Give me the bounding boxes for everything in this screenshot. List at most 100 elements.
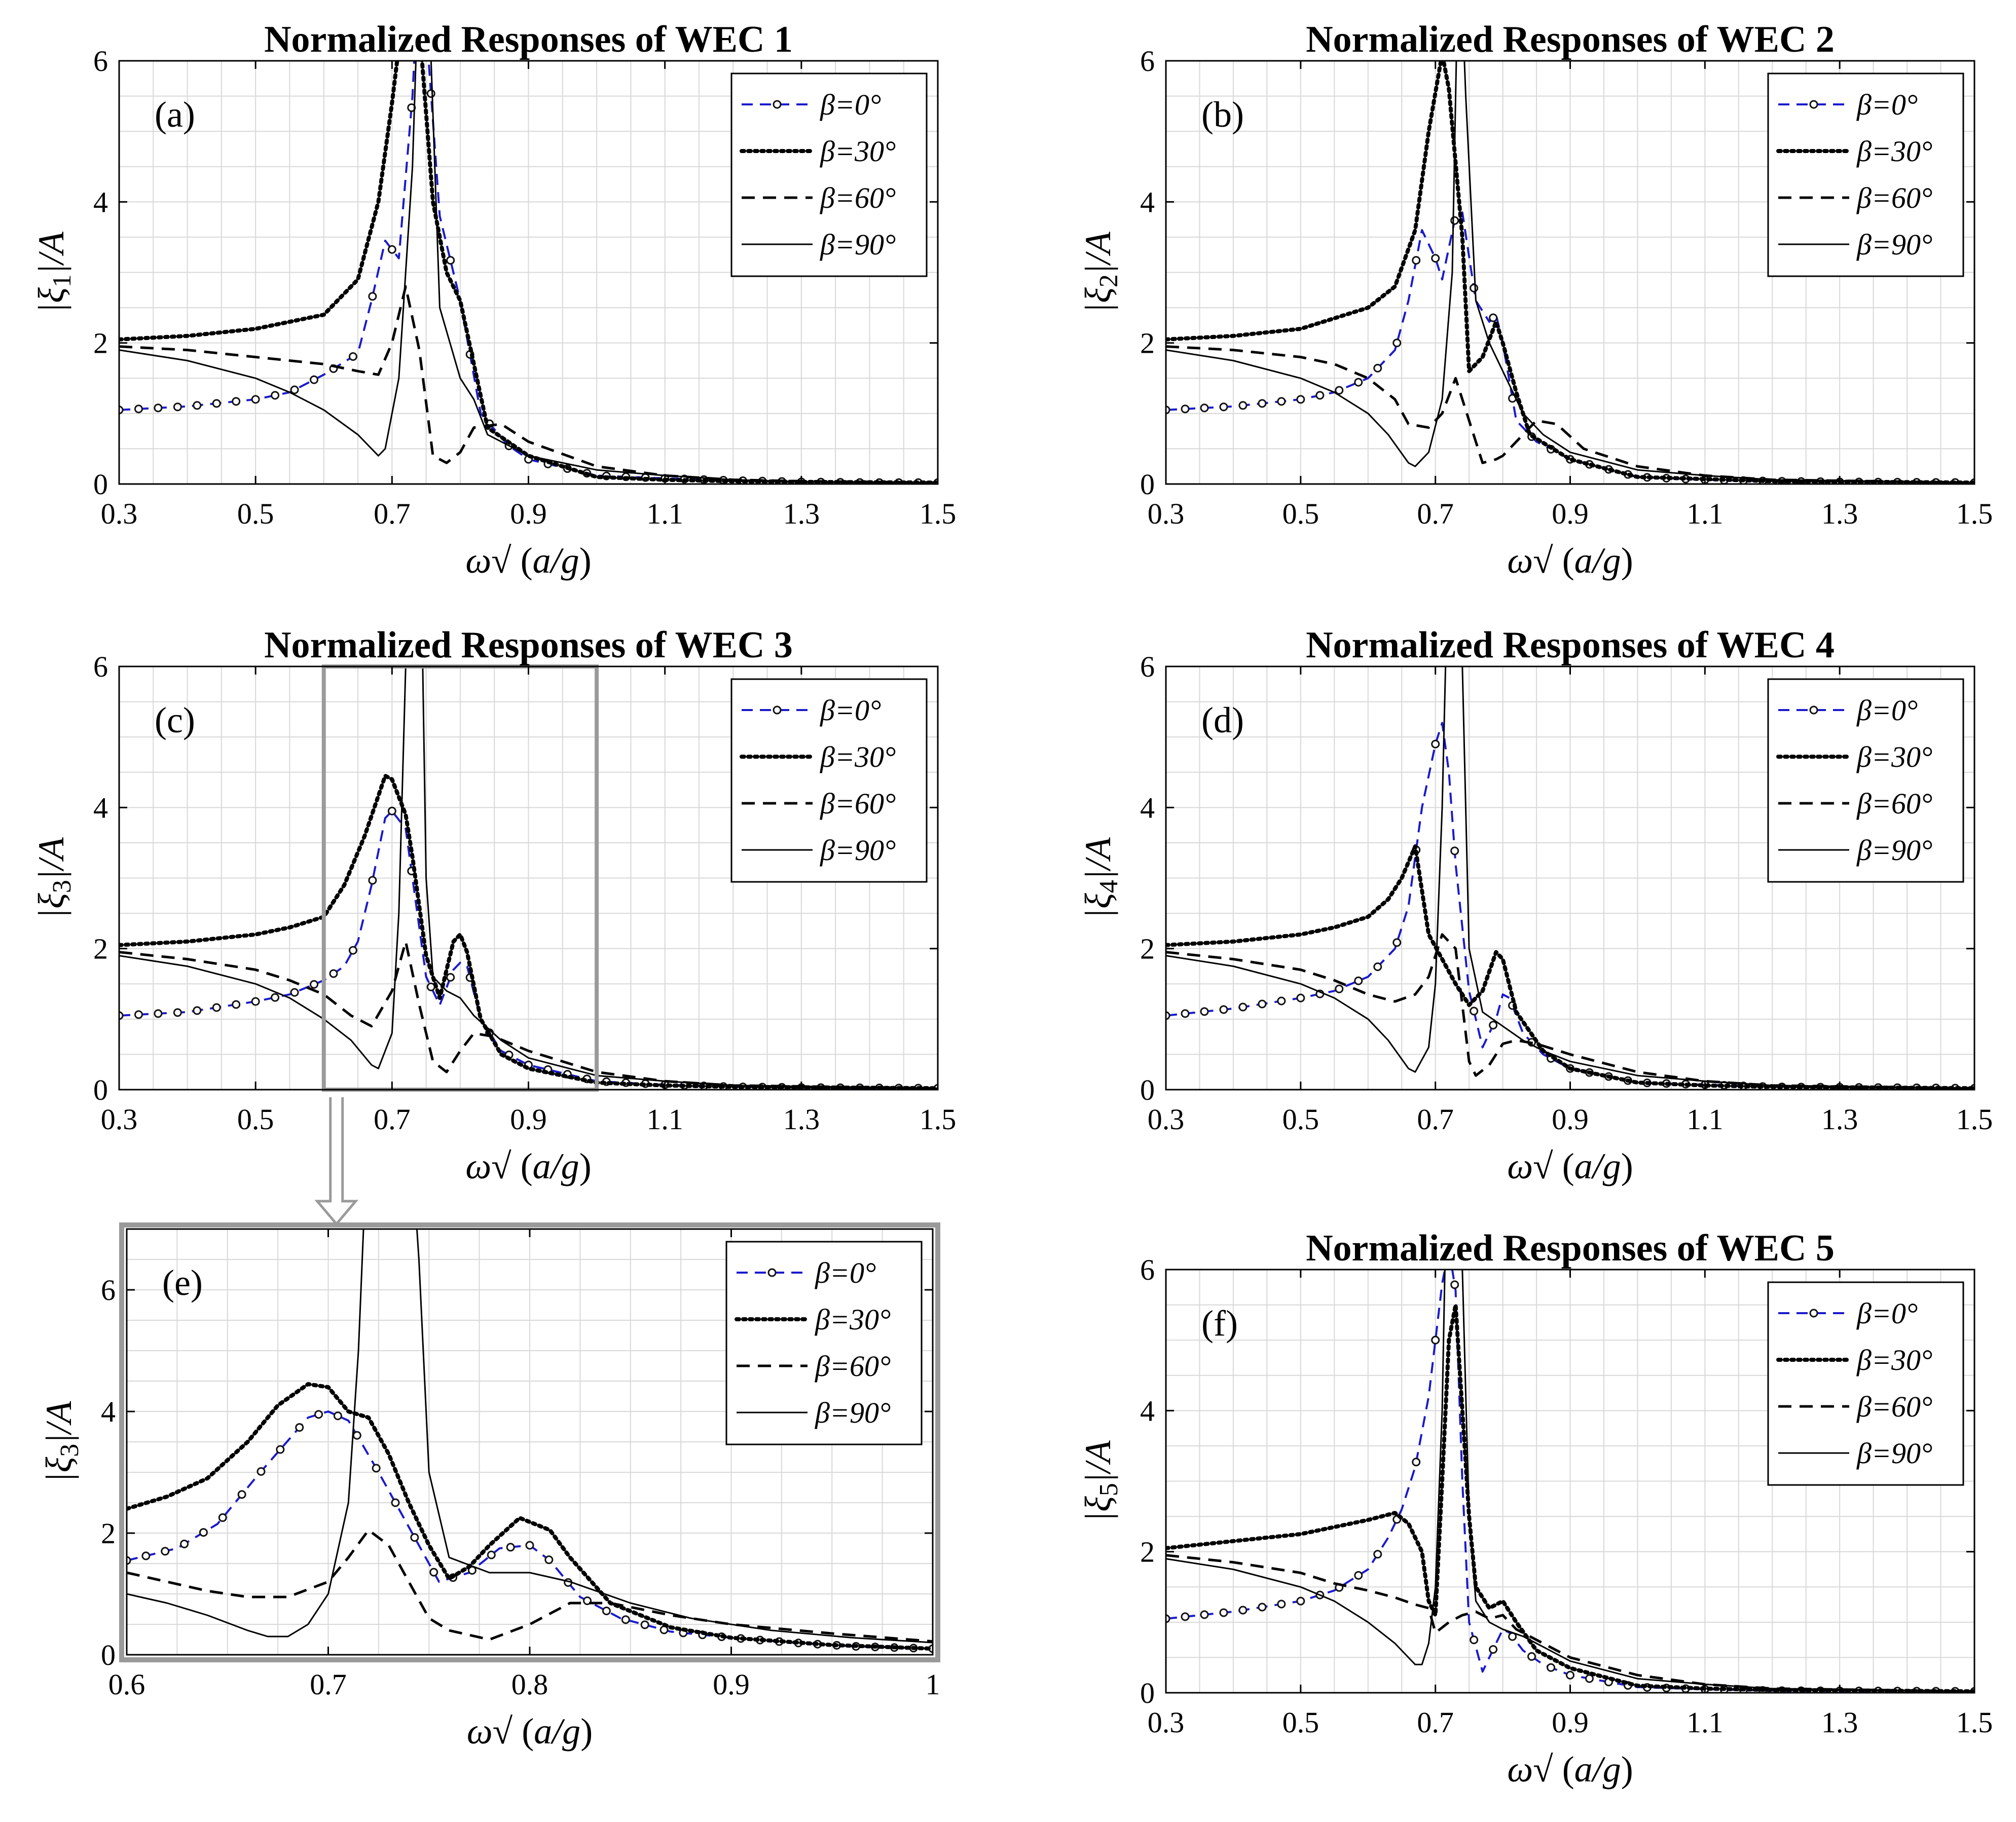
series-marker (640, 1620, 649, 1629)
panel-label: (e) (162, 1262, 203, 1303)
series-marker (173, 402, 182, 412)
panel-label: (f) (1201, 1303, 1238, 1344)
series-marker (1277, 1600, 1286, 1609)
x-tick-label: 1.5 (1956, 1706, 1993, 1739)
y-tick-label: 0 (1140, 1073, 1155, 1106)
legend-box (730, 72, 928, 277)
series-line-2 (119, 940, 938, 1090)
series-marker (1450, 846, 1459, 856)
series-marker (1219, 1608, 1228, 1617)
series-marker (232, 397, 241, 406)
series-marker (506, 1543, 515, 1552)
x-tick-label: 1.1 (1687, 497, 1724, 530)
legend-box (1767, 1281, 1964, 1486)
legend-entry: β=0° (820, 694, 881, 727)
y-tick-label: 6 (93, 45, 108, 78)
legend-marker (773, 705, 782, 715)
y-tick-label: 4 (93, 185, 108, 218)
series-marker (1277, 397, 1286, 406)
series-marker (1354, 378, 1363, 387)
x-tick-label: 0.5 (1282, 497, 1319, 530)
series-marker (256, 1467, 266, 1476)
series-marker (1431, 739, 1440, 749)
series-marker (621, 1615, 630, 1624)
series-group (127, 1229, 933, 1653)
series-line-3 (119, 61, 938, 484)
series-line-3 (1166, 1270, 1974, 1692)
x-tick-label: 0.6 (108, 1668, 145, 1701)
series-line-2 (127, 1529, 933, 1643)
legend-entry: β=0° (815, 1256, 876, 1289)
y-tick-label: 2 (93, 933, 108, 965)
series-marker (1296, 1596, 1305, 1606)
series-marker (1258, 1603, 1267, 1612)
legend-entry: β=30° (820, 135, 896, 168)
series-marker (251, 997, 260, 1006)
series-marker (1166, 1614, 1170, 1623)
series-marker (141, 1551, 151, 1560)
y-tick-label: 6 (1140, 650, 1155, 683)
y-tick-label: 2 (101, 1517, 116, 1550)
series-marker (368, 876, 377, 885)
x-tick-label: 0.9 (510, 497, 547, 530)
legend-box (1767, 678, 1964, 883)
series-marker (310, 375, 319, 384)
legend-entry: β=90° (1856, 228, 1932, 261)
legend-marker (773, 100, 782, 109)
series-marker (1412, 1458, 1421, 1467)
series-line-2 (1166, 1554, 1974, 1693)
series-marker (1585, 1674, 1594, 1683)
x-tick-label: 0.5 (1282, 1706, 1319, 1739)
y-tick-label: 2 (1140, 933, 1155, 965)
chart-title: Normalized Responses of WEC 1 (264, 19, 793, 60)
legend: β=0° β=30° β=60° β=90° (730, 72, 928, 277)
x-axis-label: ω√ (a/g) (1507, 1749, 1633, 1790)
legend-box (1767, 72, 1964, 277)
legend-entry: β=90° (1856, 1437, 1932, 1470)
x-tick-label: 0.7 (1417, 1706, 1454, 1739)
series-marker (1219, 402, 1228, 412)
panel-label: (b) (1201, 94, 1244, 135)
x-tick-label: 1.1 (646, 497, 683, 530)
series-marker (487, 1550, 496, 1559)
series-marker (154, 1009, 163, 1018)
series-marker (446, 256, 455, 265)
series-marker (1412, 256, 1421, 265)
zoom-arrow-icon (314, 1097, 359, 1226)
legend-entry: β=90° (815, 1396, 891, 1429)
series-marker (127, 1556, 131, 1565)
legend-entry: β=0° (1856, 1297, 1918, 1330)
series-marker (1277, 996, 1286, 1006)
series-marker (1181, 1009, 1190, 1018)
series-marker (1166, 405, 1170, 415)
series-marker (1181, 404, 1190, 414)
series-marker (295, 1423, 304, 1432)
legend-marker (1809, 705, 1818, 715)
series-marker (1219, 1005, 1228, 1014)
chart-panel-b: 0.3 0.5 0.7 0.9 1.1 1.3 1.5 0 2 4 6 Normalized Resp… (1078, 19, 1993, 581)
legend-entry: β=60° (820, 181, 896, 214)
series-marker (1392, 938, 1402, 947)
y-tick-label: 0 (1140, 468, 1155, 501)
panel-label: (d) (1201, 700, 1244, 740)
x-axis-label: ω√ (a/g) (1507, 540, 1633, 581)
x-tick-label: 0.9 (1552, 1103, 1589, 1136)
chart-title: Normalized Responses of WEC 4 (1306, 624, 1835, 666)
y-axis-label: |ξ3|/A (31, 837, 77, 918)
series-marker (348, 946, 357, 955)
x-tick-label: 0.9 (1552, 1706, 1589, 1739)
series-marker (352, 1431, 361, 1440)
series-marker (1431, 254, 1440, 263)
legend-entry: β=90° (820, 228, 896, 261)
series-marker (525, 1541, 534, 1550)
series-marker (372, 1464, 381, 1473)
series-marker (232, 1000, 241, 1009)
series-marker (368, 292, 377, 301)
y-axis-label: |ξ2|/A (1078, 231, 1123, 313)
series-line-1 (1166, 61, 1974, 484)
chart-title: Normalized Responses of WEC 2 (1306, 19, 1835, 60)
grid (126, 1229, 933, 1655)
y-tick-label: 4 (1140, 185, 1155, 218)
series-marker (1489, 1645, 1498, 1654)
